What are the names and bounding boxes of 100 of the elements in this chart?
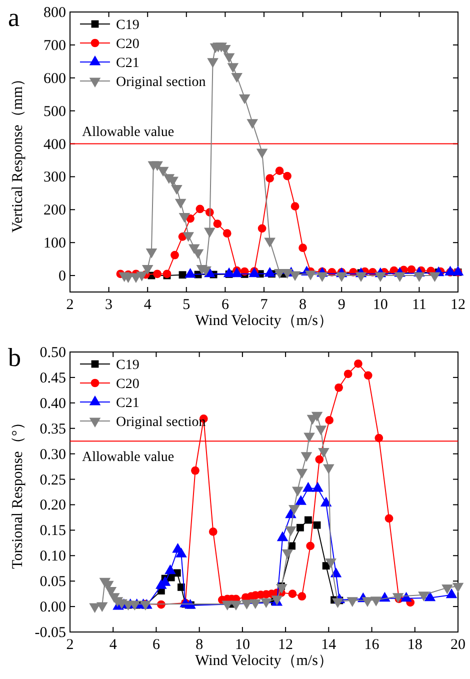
point: [207, 58, 218, 68]
point: [250, 599, 262, 609]
x-tick-label: 6: [152, 637, 160, 653]
y-tick-label: 600: [44, 70, 66, 87]
point: [223, 53, 235, 63]
legend-label: C19: [116, 358, 140, 373]
point: [238, 94, 250, 104]
x-tick-label: 2: [66, 297, 74, 313]
point: [332, 598, 344, 608]
chart-title: a: [8, 3, 20, 32]
point: [346, 597, 358, 607]
y-tick-label: 0.15: [40, 523, 66, 540]
y-tick-label: 300: [44, 170, 66, 186]
point: [316, 272, 328, 282]
x-tick-label: 8: [299, 297, 307, 313]
point: [364, 371, 372, 380]
point: [275, 166, 284, 175]
legend-label: C19: [116, 18, 140, 33]
point: [285, 526, 296, 536]
point: [146, 248, 158, 258]
point: [182, 232, 194, 242]
point: [325, 558, 336, 568]
point: [208, 528, 218, 536]
chart-title: b: [8, 343, 21, 372]
point: [266, 174, 274, 183]
point: [222, 600, 233, 611]
x-tick-label: 4: [109, 637, 118, 653]
point: [414, 272, 425, 282]
point: [298, 244, 307, 252]
point: [304, 270, 316, 280]
x-tick-label: 10: [372, 297, 388, 313]
point: [96, 602, 108, 612]
point: [394, 272, 406, 282]
point: [196, 204, 204, 214]
point: [354, 360, 362, 368]
point: [288, 590, 297, 598]
point: [336, 272, 348, 282]
y-tick-label: 100: [44, 236, 66, 252]
point: [374, 272, 386, 282]
point: [323, 464, 334, 474]
point: [222, 229, 232, 238]
point: [256, 148, 268, 159]
point: [304, 432, 315, 443]
point: [204, 228, 216, 238]
y-tick-label: 0.35: [40, 421, 66, 438]
point: [241, 600, 252, 610]
x-tick-label: 16: [364, 637, 380, 653]
y-tick-label: 0.50: [40, 345, 66, 361]
point: [246, 119, 258, 129]
x-tick-label: 14: [321, 637, 337, 653]
y-tick-label: 0.05: [40, 574, 66, 590]
point: [170, 250, 179, 260]
point: [283, 172, 292, 180]
point: [355, 272, 367, 282]
y-tick-label: 0.10: [40, 548, 66, 565]
point: [313, 521, 321, 529]
point: [289, 271, 301, 282]
ref-line-label: Allowable value: [82, 450, 174, 466]
point: [384, 514, 394, 523]
x-tick-label: 20: [450, 637, 466, 653]
point: [276, 584, 288, 594]
y-tick-label: 400: [44, 136, 66, 153]
point: [227, 63, 239, 73]
legend-label: C20: [116, 377, 140, 392]
legend-label: Original section: [116, 75, 206, 90]
point: [392, 593, 404, 603]
point: [344, 370, 352, 378]
point: [174, 198, 186, 209]
point: [429, 272, 440, 282]
x-tick-label: 12: [450, 297, 466, 313]
point: [452, 582, 464, 593]
legend-label: C21: [116, 396, 140, 411]
x-tick-label: 6: [221, 297, 230, 313]
point: [282, 549, 294, 560]
point: [171, 184, 182, 195]
point: [157, 166, 169, 177]
point: [311, 412, 323, 422]
point: [334, 383, 343, 392]
y-tick-label: 0.20: [40, 498, 66, 514]
y-tick-label: 0.45: [40, 370, 66, 386]
point: [315, 426, 327, 436]
y-tick-label: 0.40: [40, 396, 66, 412]
point: [213, 220, 222, 228]
point: [258, 224, 266, 233]
y-tick-label: 800: [44, 5, 66, 21]
y-tick-label: 700: [44, 38, 66, 54]
point: [362, 597, 374, 607]
point: [442, 584, 453, 594]
point: [315, 455, 324, 464]
point: [290, 202, 300, 211]
point: [231, 72, 242, 83]
point: [173, 569, 181, 577]
x-axis-title: Wind Velocity（m/s）: [195, 313, 333, 329]
x-tick-label: 5: [182, 297, 190, 313]
x-tick-label: 10: [234, 637, 250, 653]
y-axis-title: Torsional Response（°）: [10, 415, 26, 569]
point: [325, 416, 334, 424]
point: [264, 238, 276, 248]
x-tick-label: 3: [105, 297, 113, 313]
point: [407, 265, 416, 274]
